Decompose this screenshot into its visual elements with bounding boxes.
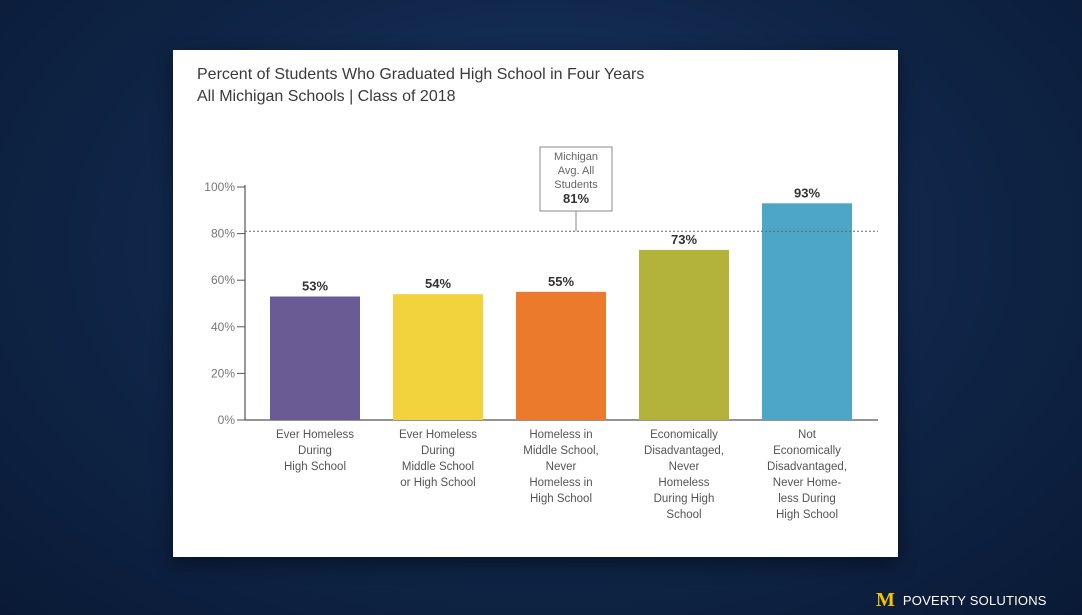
bar-value-label: 53%	[302, 279, 328, 294]
x-category-label: Disadvantaged,	[644, 445, 724, 457]
bar-value-label: 93%	[794, 185, 820, 200]
y-tick-label: 0%	[218, 413, 236, 427]
reference-label-text: Students	[554, 179, 598, 191]
reference-label-box	[539, 146, 613, 212]
y-tick-label: 60%	[211, 273, 235, 287]
x-category-label: School	[666, 509, 701, 521]
reference-label-text: Avg. All	[558, 165, 595, 177]
bar-value-label: 73%	[671, 232, 697, 247]
y-tick-label: 80%	[211, 227, 235, 241]
x-category-label: High School	[776, 509, 838, 521]
bar-chart: 0% 20% 40% 60% 80% 100% 53% Ever Homeless During…	[204, 146, 878, 521]
y-tick-label: 20%	[211, 366, 235, 380]
x-category-label: High School	[530, 493, 592, 505]
x-category-label: During	[298, 445, 332, 457]
x-category-label: Disadvantaged,	[767, 461, 847, 473]
x-category-label: Middle School	[402, 461, 474, 473]
university-logo-icon: M	[876, 589, 895, 611]
x-category-label: During High	[654, 493, 715, 505]
bar	[762, 203, 852, 420]
x-category-label: or High School	[400, 477, 475, 489]
bar-value-label: 55%	[548, 274, 574, 289]
x-category-label: Never Home-	[773, 477, 842, 489]
brand-footer: M POVERTY SOLUTIONS	[876, 590, 1047, 610]
x-category-label: During	[421, 445, 455, 457]
y-tick-label: 40%	[211, 320, 235, 334]
reference-label-text: Michigan	[554, 151, 598, 163]
x-category-label: Never	[669, 461, 700, 473]
x-category-label: Homeless in	[529, 429, 592, 441]
chart-subtitle: All Michigan Schools | Class of 2018	[197, 88, 456, 105]
x-category-label: less During	[778, 493, 836, 505]
x-category-label: High School	[284, 461, 346, 473]
x-category-label: Never	[546, 461, 577, 473]
chart-title: Percent of Students Who Graduated High S…	[197, 66, 645, 83]
bar-value-label: 54%	[425, 276, 451, 291]
bar	[270, 296, 360, 420]
bar	[516, 291, 606, 420]
x-category-label: Homeless	[658, 477, 709, 489]
x-category-label: Economically	[650, 429, 718, 441]
reference-value-label: 81%	[563, 191, 589, 206]
brand-name: POVERTY SOLUTIONS	[902, 592, 1047, 608]
y-tick-label: 100%	[204, 180, 235, 194]
x-category-label: Economically	[773, 445, 841, 457]
bar	[393, 294, 483, 420]
x-category-label: Ever Homeless	[399, 429, 477, 441]
bar	[639, 249, 729, 420]
x-category-label: Homeless in	[529, 477, 592, 489]
x-category-label: Not	[798, 429, 817, 441]
x-category-label: Middle School,	[523, 445, 598, 457]
chart-card: Percent of Students Who Graduated High S…	[173, 50, 898, 557]
x-category-label: Ever Homeless	[276, 429, 354, 441]
